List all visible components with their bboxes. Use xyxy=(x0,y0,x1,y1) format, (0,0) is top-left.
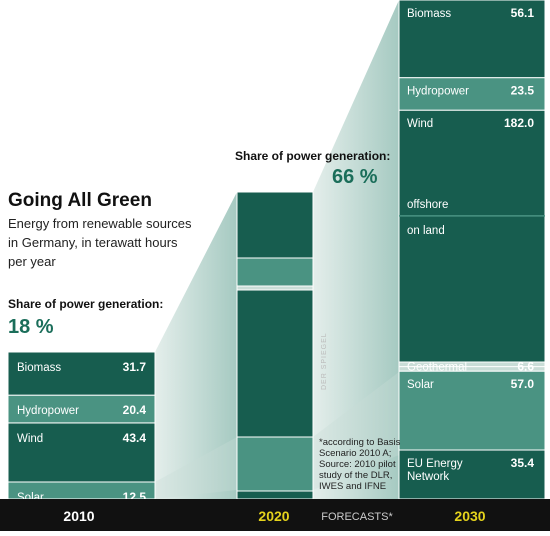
bar-2010-wind xyxy=(7,422,156,483)
subtitle-line-1: Energy from renewable sources xyxy=(8,216,192,231)
label-2010-hydropower: Hydropower xyxy=(17,405,79,417)
credit-text: DER SPIEGEL xyxy=(321,332,328,390)
share-label-2010: Share of power generation: xyxy=(8,297,163,311)
value-2010-wind: 43.4 xyxy=(123,431,147,445)
bar-2020-eu-network xyxy=(236,490,314,500)
year-bar: 2010 2020 FORECASTS* 2030 xyxy=(0,499,550,531)
year-bar-background xyxy=(0,499,550,531)
bar-2010-biomass xyxy=(7,351,156,396)
value-2030-hydropower: 23.5 xyxy=(511,84,535,98)
share-pct-2020: 66 % xyxy=(332,166,378,188)
fan-2020-2030 xyxy=(313,0,399,500)
footnote-line-1: *according to Basis xyxy=(319,437,401,448)
year-label-2030: 2030 xyxy=(454,508,485,524)
forecasts-label: FORECASTS* xyxy=(321,511,393,523)
label-2030-eu-energy-2: Network xyxy=(407,471,449,483)
footnote-line-4: study of the DLR, xyxy=(319,470,392,481)
label-2010-biomass: Biomass xyxy=(17,362,61,374)
bar-2020-wind xyxy=(236,289,314,438)
label-2030-biomass: Biomass xyxy=(407,8,451,20)
chart-texts: Going All Green Energy from renewable so… xyxy=(8,149,401,492)
fan-band-solar xyxy=(155,437,237,499)
bar-2030-biomass xyxy=(398,0,546,79)
share-label-2020: Share of power generation: xyxy=(235,149,390,163)
label-2030-hydropower: Hydropower xyxy=(407,86,469,98)
label-wind-offshore: offshore xyxy=(407,199,448,211)
connector-fans xyxy=(155,0,399,500)
bar-2030-wind xyxy=(398,109,546,363)
subtitle-line-2: in Germany, in terawatt hours xyxy=(8,235,178,250)
bar-2030-solar xyxy=(398,370,546,451)
label-2030-solar: Solar xyxy=(407,379,434,391)
label-wind-onland: on land xyxy=(407,225,445,237)
label-2030-eu-energy: EU Energy xyxy=(407,458,463,470)
bar-2020-hydropower xyxy=(236,257,314,287)
bar-2020-geothermal xyxy=(236,285,314,291)
bar-2020-solar xyxy=(236,436,314,492)
year-label-2020: 2020 xyxy=(258,508,289,524)
chart-title: Going All Green xyxy=(8,190,152,211)
fan-2010-2020 xyxy=(155,192,237,499)
value-2030-biomass: 56.1 xyxy=(511,6,535,20)
stacked-bars xyxy=(7,0,546,500)
bar-2030-hydropower xyxy=(398,77,546,111)
value-2030-geothermal: 6.6 xyxy=(517,360,534,374)
label-2030-wind: Wind xyxy=(407,118,433,130)
label-2030-geothermal: Geothermal xyxy=(407,362,467,374)
share-pct-2010: 18 % xyxy=(8,316,54,338)
value-2030-solar: 57.0 xyxy=(511,377,535,391)
footnote-line-2: Scenario 2010 A; xyxy=(319,448,391,459)
year-label-2010: 2010 xyxy=(63,508,94,524)
value-2010-biomass: 31.7 xyxy=(123,360,147,374)
value-2030-eu-energy: 35.4 xyxy=(511,456,535,470)
value-2010-hydropower: 20.4 xyxy=(123,403,147,417)
subtitle-line-3: per year xyxy=(8,254,56,269)
fan-band-solar-2030 xyxy=(313,372,399,490)
footnote-line-3: Source: 2010 pilot xyxy=(319,459,396,470)
label-2010-wind: Wind xyxy=(17,433,43,445)
value-2030-wind: 182.0 xyxy=(504,116,534,130)
footnote-line-5: IWES and IFNE xyxy=(319,481,386,492)
bar-2020-biomass xyxy=(236,191,314,259)
